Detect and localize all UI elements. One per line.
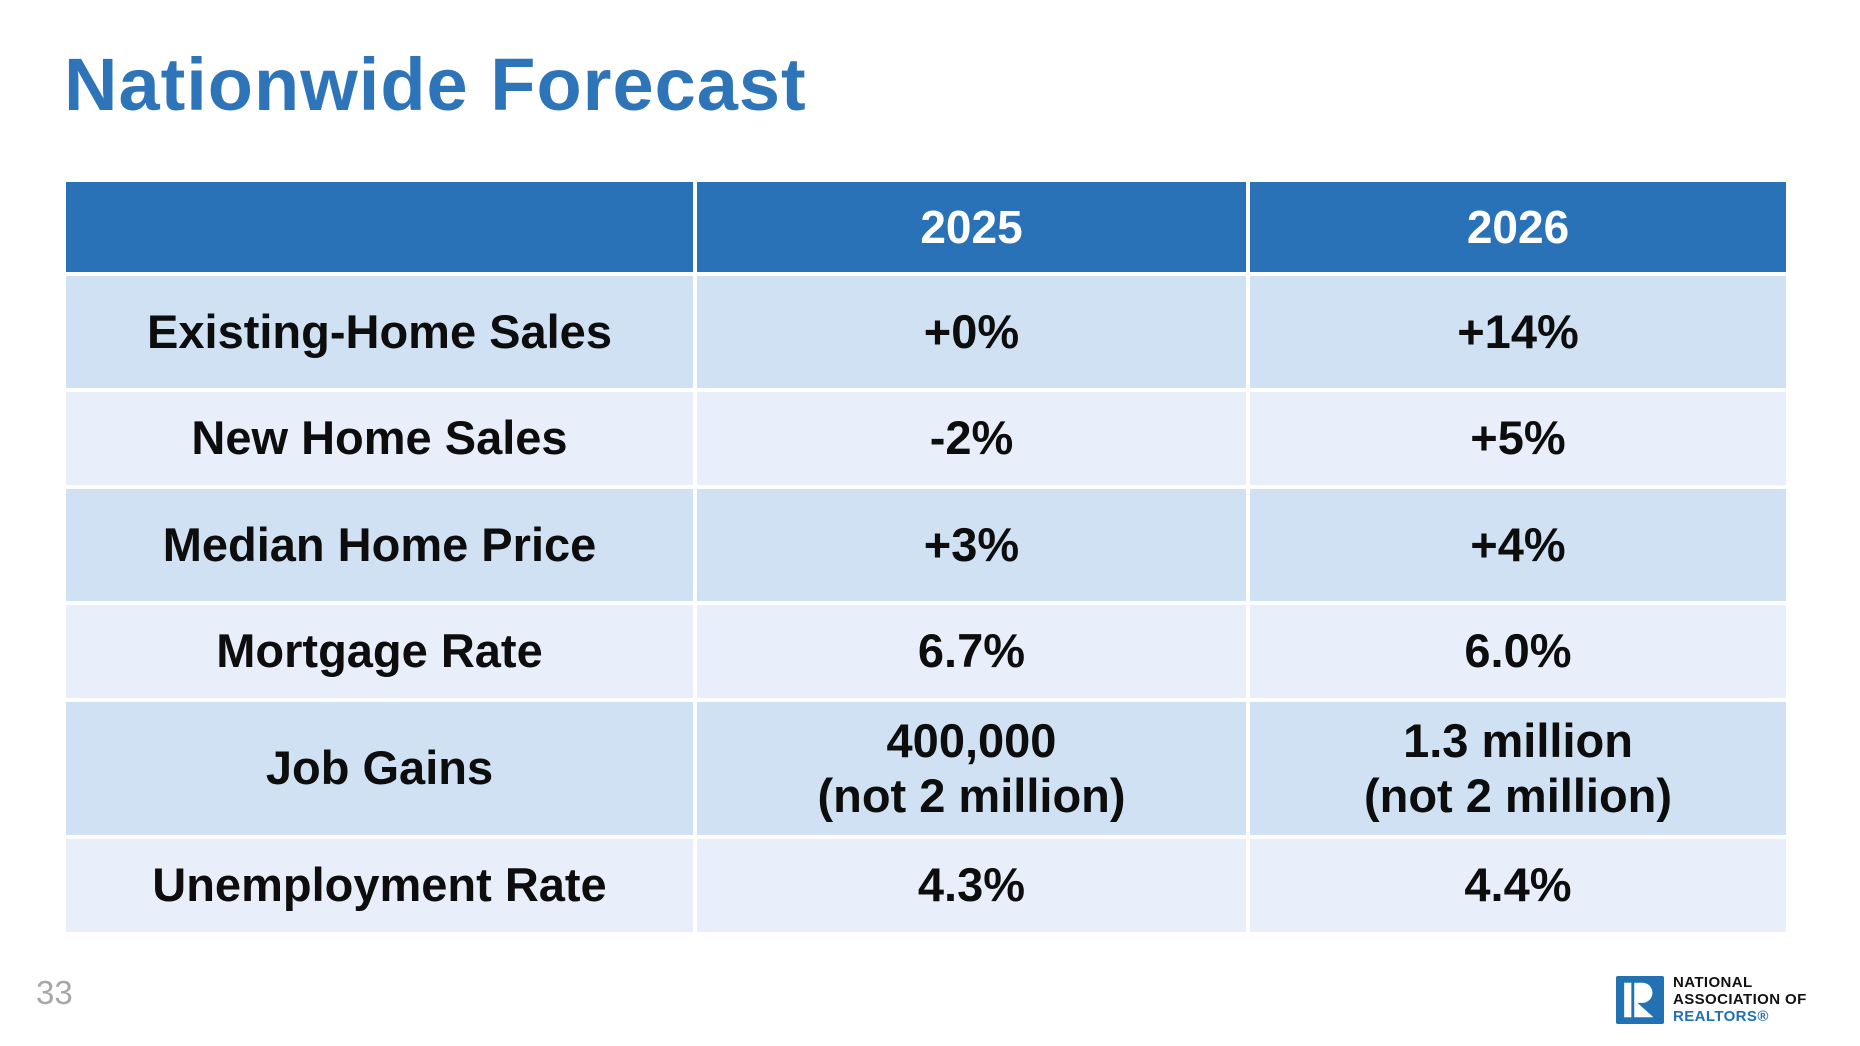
cell-value-2026: +5% bbox=[1250, 392, 1786, 485]
column-header-2025: 2025 bbox=[697, 182, 1246, 272]
cell-value-2026: 4.4% bbox=[1250, 839, 1786, 932]
page-title: Nationwide Forecast bbox=[64, 43, 807, 126]
nar-logo: NATIONAL ASSOCIATION OF REALTORS® bbox=[1616, 974, 1807, 1025]
nar-logo-line3: REALTORS® bbox=[1673, 1008, 1769, 1025]
page-number: 33 bbox=[36, 974, 73, 1011]
table-row-unemployment-rate: Unemployment Rate 4.3% 4.4% bbox=[66, 839, 1786, 932]
nar-logo-line1: NATIONAL bbox=[1673, 974, 1753, 991]
table-row-new-home-sales: New Home Sales -2% +5% bbox=[66, 392, 1786, 485]
table-header-row: 2025 2026 bbox=[66, 182, 1786, 272]
table-row-mortgage-rate: Mortgage Rate 6.7% 6.0% bbox=[66, 605, 1786, 698]
forecast-table: 2025 2026 Existing-Home Sales +0% +14% N… bbox=[62, 178, 1790, 936]
cell-value-2025: 6.7% bbox=[697, 605, 1246, 698]
nar-logo-icon bbox=[1616, 975, 1664, 1024]
cell-value-2025: 4.3% bbox=[697, 839, 1246, 932]
nar-logo-line2: ASSOCIATION OF bbox=[1673, 991, 1807, 1008]
row-label: Mortgage Rate bbox=[66, 605, 693, 698]
cell-value-2025: +0% bbox=[697, 276, 1246, 388]
nar-logo-text: NATIONAL ASSOCIATION OF REALTORS® bbox=[1673, 974, 1807, 1025]
cell-value-2026: +4% bbox=[1250, 489, 1786, 601]
cell-value-2025: 400,000 (not 2 million) bbox=[697, 702, 1246, 835]
column-header-2026: 2026 bbox=[1250, 182, 1786, 272]
cell-value-2025: +3% bbox=[697, 489, 1246, 601]
row-label: Existing-Home Sales bbox=[66, 276, 693, 388]
table-row-job-gains: Job Gains 400,000 (not 2 million) 1.3 mi… bbox=[66, 702, 1786, 835]
row-label: Unemployment Rate bbox=[66, 839, 693, 932]
row-label: Median Home Price bbox=[66, 489, 693, 601]
cell-value-2026: 6.0% bbox=[1250, 605, 1786, 698]
cell-value-2025: -2% bbox=[697, 392, 1246, 485]
cell-value-2026: 1.3 million (not 2 million) bbox=[1250, 702, 1786, 835]
row-label: Job Gains bbox=[66, 702, 693, 835]
table-row-existing-home-sales: Existing-Home Sales +0% +14% bbox=[66, 276, 1786, 388]
column-header-blank bbox=[66, 182, 693, 272]
table-row-median-home-price: Median Home Price +3% +4% bbox=[66, 489, 1786, 601]
row-label: New Home Sales bbox=[66, 392, 693, 485]
cell-value-2026: +14% bbox=[1250, 276, 1786, 388]
